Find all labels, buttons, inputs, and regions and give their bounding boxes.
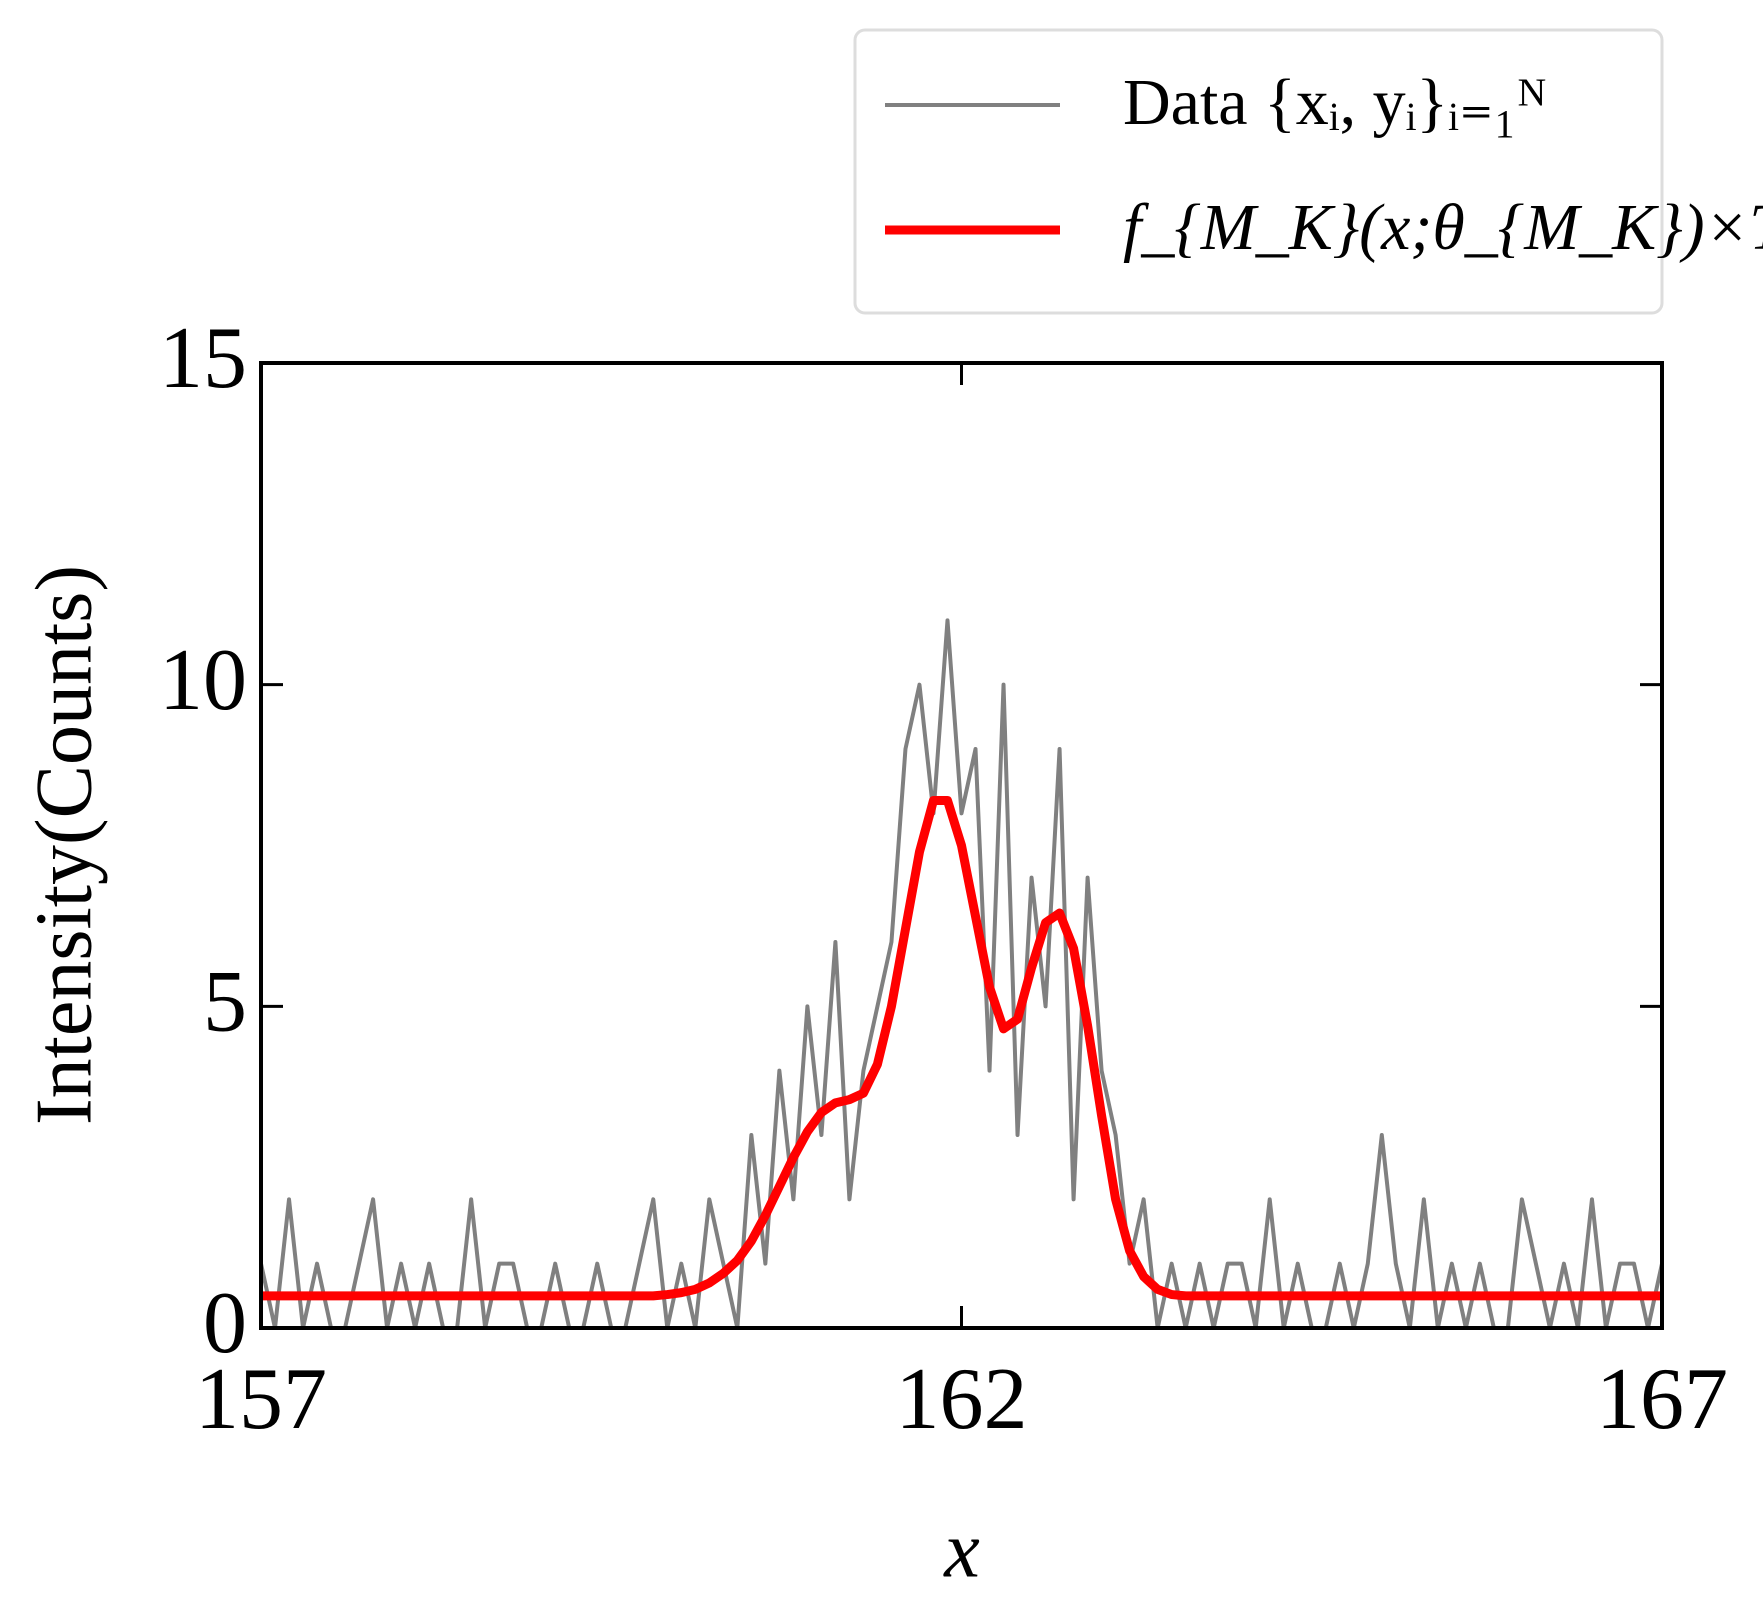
- x-tick-label: 162: [896, 1351, 1028, 1448]
- y-tick-label: 5: [203, 954, 247, 1051]
- plot-frame: [259, 361, 1664, 1330]
- x-tick-label: 157: [195, 1351, 327, 1448]
- data-line: [261, 618, 1662, 1328]
- legend-label: Data {xᵢ, yᵢ}ᵢ₌₁ᴺ: [1123, 66, 1547, 139]
- x-axis-label: x: [943, 1506, 980, 1594]
- data-line: [261, 795, 1662, 1301]
- legend-label: f_{M_K}(x;θ_{M_K})×T: [1123, 191, 1763, 264]
- legend-box: [853, 28, 1664, 315]
- y-tick-label: 15: [159, 310, 247, 407]
- y-tick-label: 10: [159, 632, 247, 729]
- y-axis-label: Intensity(Counts): [20, 565, 108, 1125]
- y-tick-label: 0: [203, 1275, 247, 1372]
- x-tick-label: 167: [1596, 1351, 1728, 1448]
